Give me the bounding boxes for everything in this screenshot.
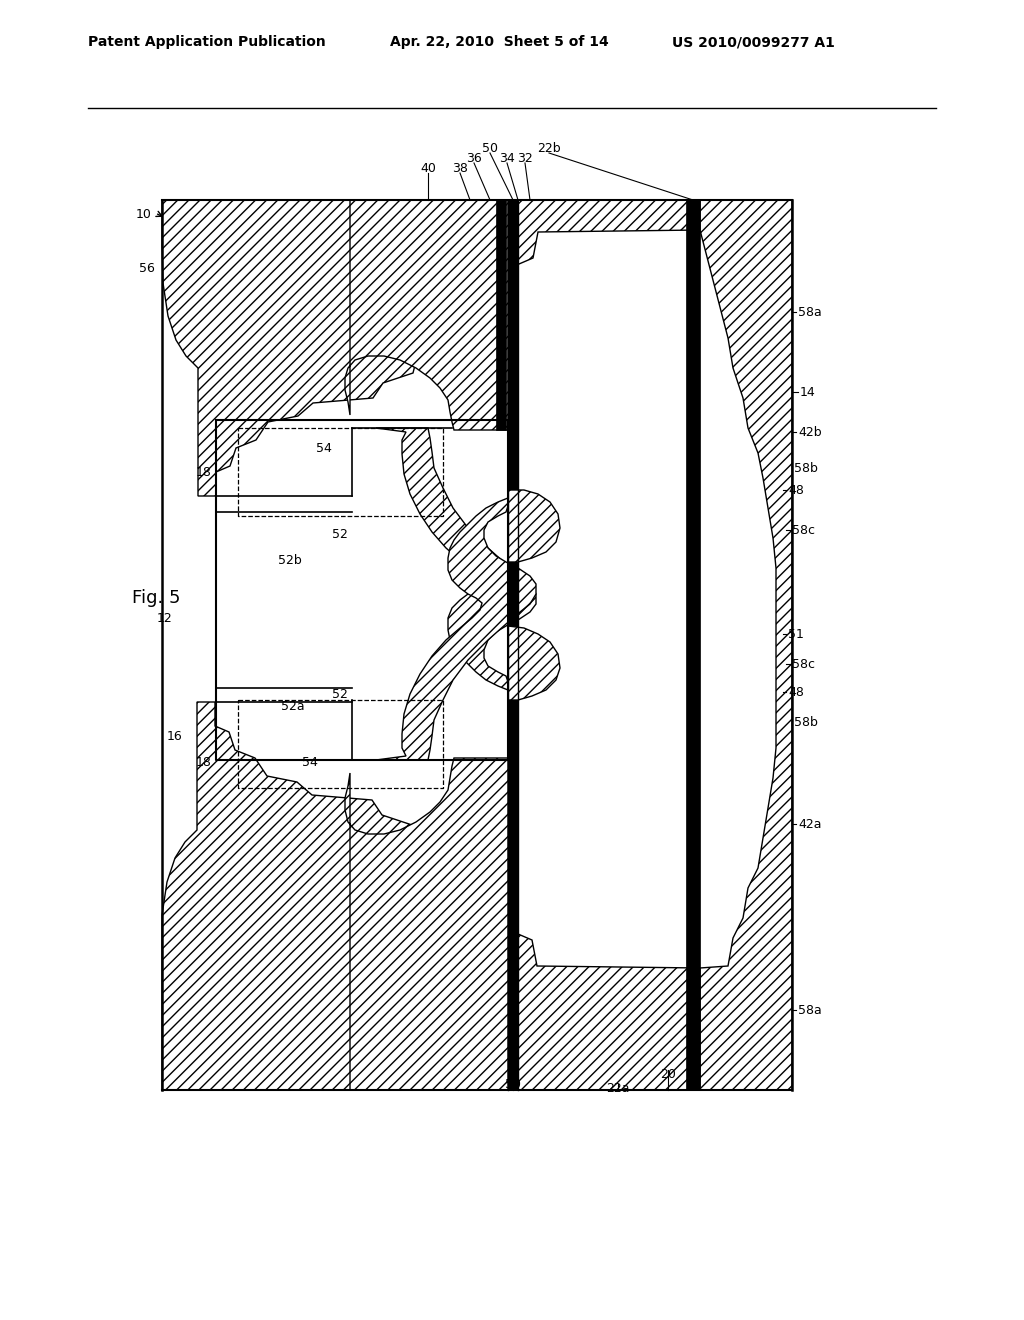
Text: 14: 14 [800,385,816,399]
Polygon shape [162,201,700,496]
Text: 51: 51 [788,627,804,640]
Text: 38: 38 [452,162,468,176]
Text: 52a: 52a [282,700,305,713]
Text: 20: 20 [660,1068,676,1081]
Text: 42b: 42b [798,425,821,438]
Text: 58c: 58c [792,524,815,536]
Text: 56: 56 [139,261,155,275]
Text: 58a: 58a [798,1003,821,1016]
Text: 58b: 58b [794,462,818,474]
Polygon shape [162,702,700,1090]
Text: 48: 48 [788,685,804,698]
Text: 58b: 58b [794,715,818,729]
Text: Apr. 22, 2010  Sheet 5 of 14: Apr. 22, 2010 Sheet 5 of 14 [390,36,608,49]
Text: 54: 54 [302,755,318,768]
Polygon shape [508,490,560,562]
Polygon shape [345,201,508,430]
Text: 18: 18 [197,755,212,768]
Text: 34: 34 [499,152,515,165]
Text: 42a: 42a [798,817,821,830]
Text: 36: 36 [466,152,482,165]
Text: Patent Application Publication: Patent Application Publication [88,36,326,49]
Polygon shape [376,498,536,760]
Text: 18: 18 [197,466,212,479]
Text: 58a: 58a [798,305,821,318]
Text: 52b: 52b [279,553,302,566]
Text: US 2010/0099277 A1: US 2010/0099277 A1 [672,36,835,49]
Text: 16: 16 [166,730,182,742]
Text: 40: 40 [420,162,436,176]
Text: 10: 10 [136,209,152,222]
Polygon shape [508,201,518,1090]
Polygon shape [686,201,700,1090]
Polygon shape [700,201,792,1090]
Polygon shape [376,428,536,690]
Polygon shape [345,758,508,1090]
Text: Fig. 5: Fig. 5 [132,589,180,607]
Text: 58c: 58c [792,657,815,671]
Text: 22a: 22a [606,1082,630,1096]
Text: 54: 54 [316,441,332,454]
Text: 48: 48 [788,483,804,496]
Text: 50: 50 [505,1078,521,1092]
Text: 50: 50 [482,143,498,154]
Polygon shape [508,626,560,700]
Text: 52: 52 [332,528,348,540]
Text: 32: 32 [517,152,532,165]
Text: 12: 12 [157,611,172,624]
Text: 52: 52 [332,688,348,701]
Polygon shape [496,201,506,430]
Text: 22b: 22b [538,143,561,154]
